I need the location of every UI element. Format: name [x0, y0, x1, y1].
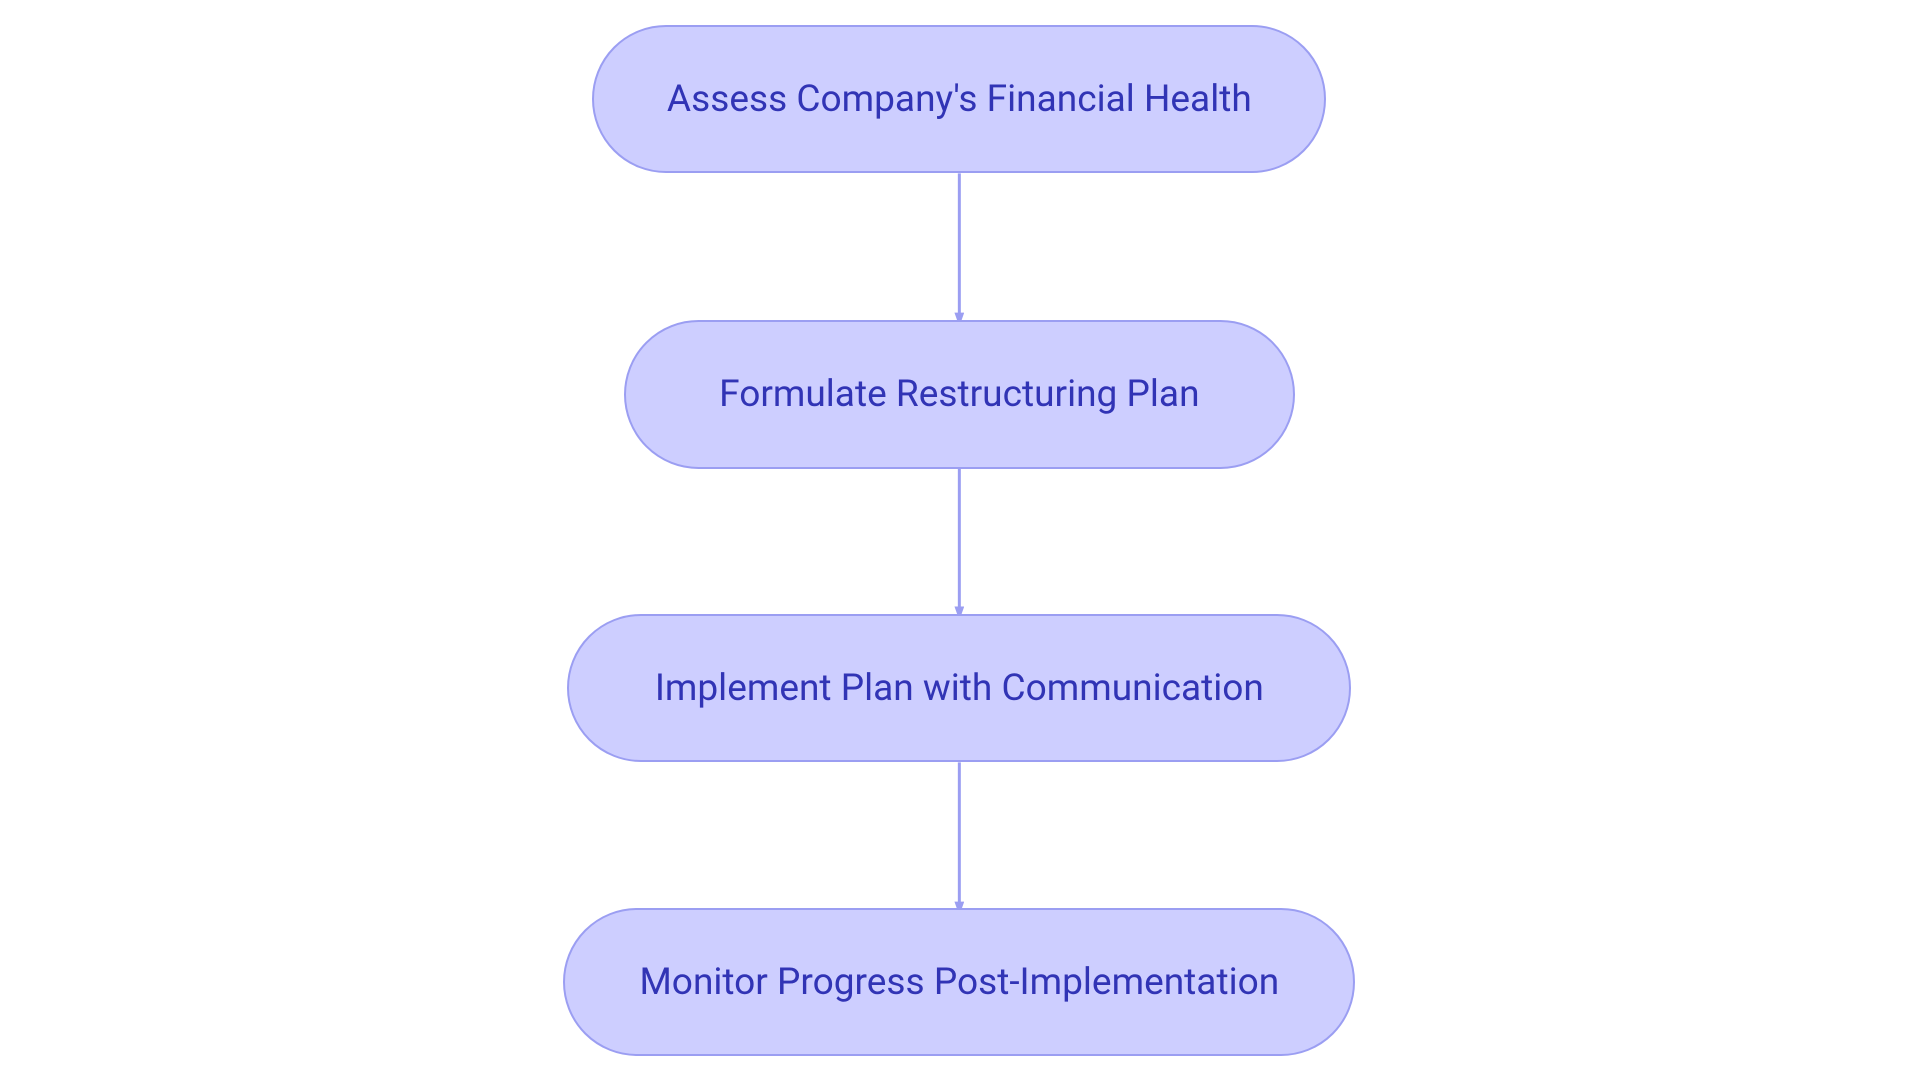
flowchart-node: Assess Company's Financial Health: [592, 25, 1326, 173]
flowchart-node-label: Monitor Progress Post-Implementation: [639, 961, 1279, 1004]
flowchart-node-label: Assess Company's Financial Health: [667, 78, 1252, 121]
flowchart-canvas: Assess Company's Financial Health Formula…: [0, 0, 1920, 1080]
flowchart-node: Monitor Progress Post-Implementation: [563, 908, 1355, 1056]
flowchart-node: Formulate Restructuring Plan: [624, 320, 1294, 468]
flowchart-node: Implement Plan with Communication: [567, 614, 1351, 762]
flowchart-node-label: Formulate Restructuring Plan: [719, 373, 1199, 416]
flowchart-node-label: Implement Plan with Communication: [655, 667, 1264, 710]
